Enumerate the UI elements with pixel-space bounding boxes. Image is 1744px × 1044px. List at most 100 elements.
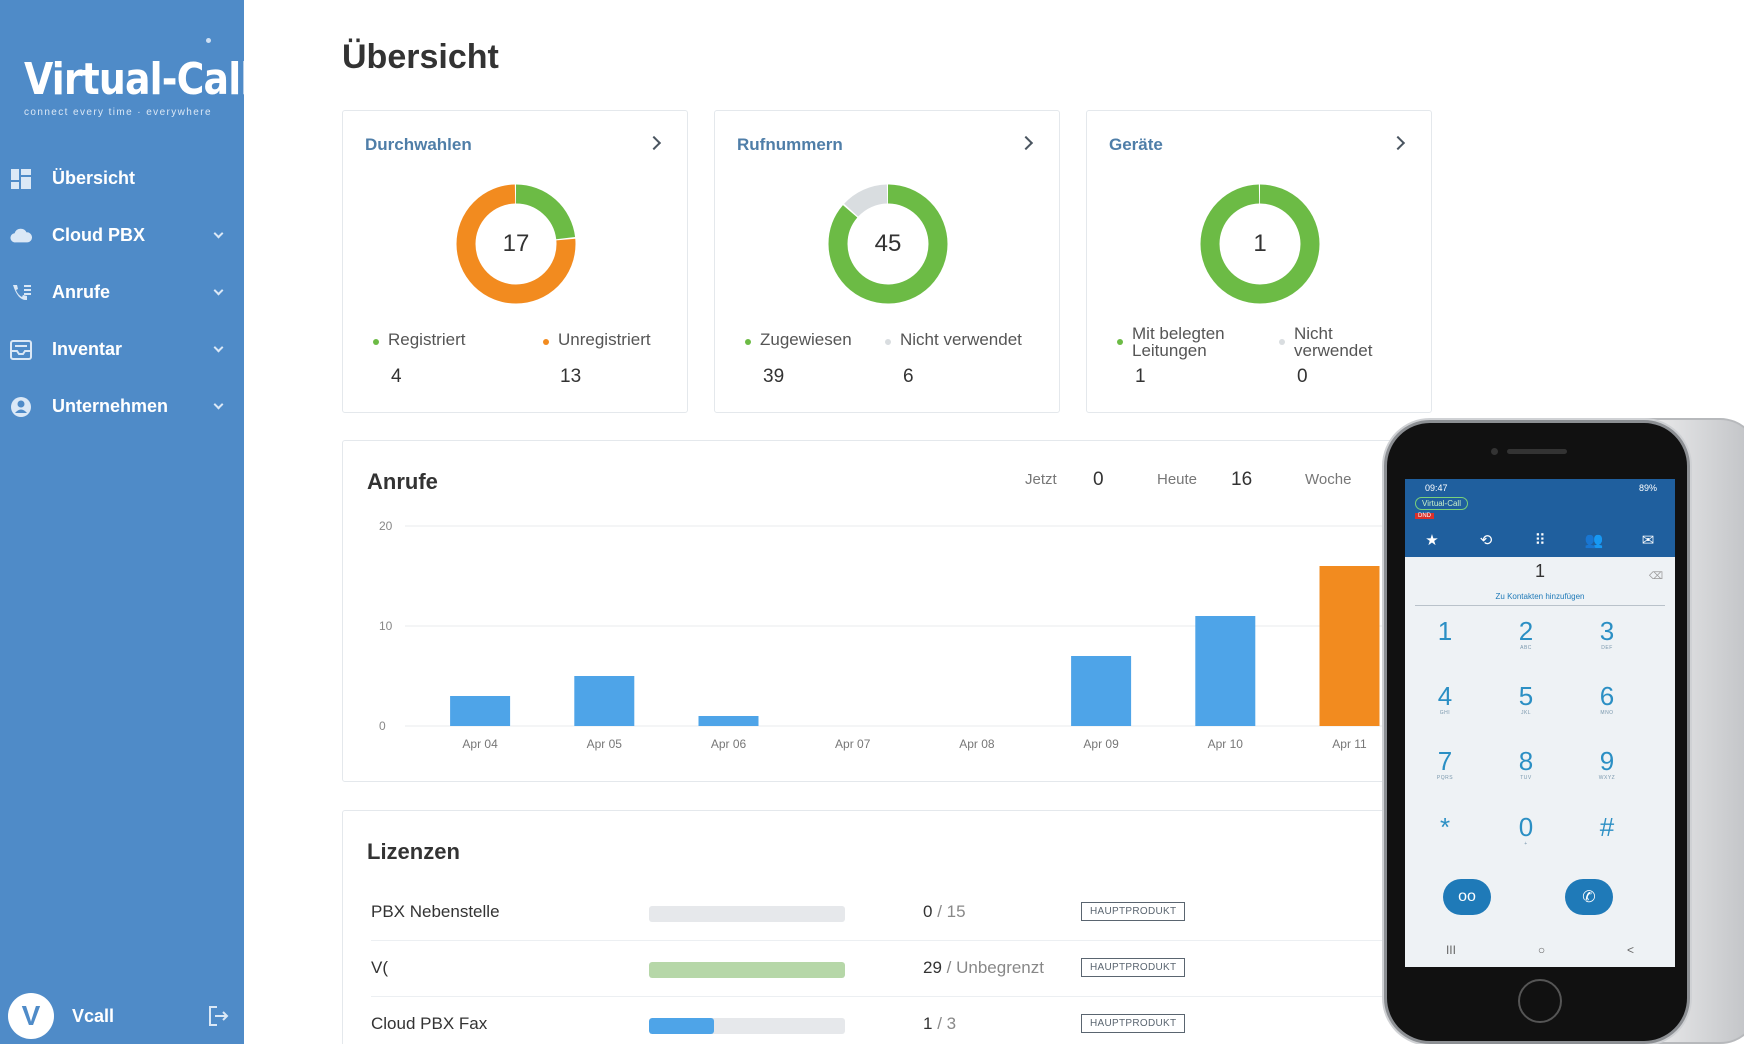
back-button[interactable]: < (1627, 943, 1635, 957)
dialpad-key-digit: 8 (1518, 746, 1534, 776)
license-badge: HAUPTPRODUKT (1081, 1014, 1186, 1033)
stat-card-durchwahlen[interactable]: Durchwahlen 17 Registriert 4 Unregistrie… (342, 110, 688, 413)
dialpad-key[interactable]: 6 MNO (1577, 682, 1637, 738)
sidebar-item-cloud-pbx[interactable]: Cloud PBX (0, 207, 244, 264)
donut-segment (1200, 184, 1320, 304)
legend-value: 39 (763, 366, 785, 387)
kpi-value-heute: 16 (1231, 469, 1253, 490)
legend-item: Unregistriert (543, 331, 651, 348)
card-title: Durchwahlen (365, 135, 472, 154)
licenses-title: Lizenzen (367, 839, 460, 864)
add-to-contacts-link[interactable]: Zu Kontakten hinzufügen (1495, 592, 1585, 601)
kpi-label-jetzt: Jetzt (1025, 471, 1057, 488)
tab-contacts-icon[interactable]: 👥 (1584, 532, 1604, 549)
legend-label: Mit belegten Leitungen (1132, 324, 1225, 360)
dialpad-key[interactable]: 7 PQRS (1415, 747, 1475, 803)
dialpad-key-letters: PQRS (1436, 775, 1454, 781)
tab-dialpad-icon[interactable]: ⠿ (1534, 532, 1546, 549)
sidebar-item-uebersicht[interactable]: Übersicht (0, 150, 244, 207)
brand-logo[interactable]: Virtual-Call connect every time · everyw… (24, 54, 253, 118)
chart-bar[interactable] (698, 716, 759, 726)
legend-dot (1117, 339, 1123, 345)
chevron-right-icon[interactable] (1018, 135, 1034, 151)
x-tick-label: Apr 06 (711, 737, 747, 751)
x-tick-label: Apr 07 (835, 737, 871, 751)
dialpad-key-letters: WXYZ (1598, 775, 1616, 781)
y-tick-label: 0 (379, 719, 386, 733)
dialpad-key[interactable]: 4 GHI (1415, 682, 1475, 738)
license-name: PBX Nebenstelle (371, 902, 500, 921)
y-tick-label: 10 (379, 619, 393, 633)
dialpad-key[interactable]: 2 ABC (1496, 617, 1556, 673)
calls-title: Anrufe (367, 469, 438, 494)
license-limit: 15 (946, 902, 966, 921)
call-button[interactable]: ✆ (1565, 879, 1613, 915)
company-icon (10, 396, 32, 418)
dialpad-key-digit: # (1599, 812, 1615, 842)
license-name: Cloud PBX Fax (371, 1014, 488, 1033)
stat-card-geraete[interactable]: Geräte 1 Mit belegten Leitungen 1 Nicht … (1086, 110, 1432, 413)
dialpad-key-digit: 9 (1599, 746, 1615, 776)
chart-bar[interactable] (1195, 616, 1256, 726)
status-battery: 89% (1638, 483, 1657, 493)
dialpad-key-digit: 4 (1437, 681, 1453, 711)
avatar[interactable]: V (8, 993, 54, 1039)
softphone-screen: 09:47 89% Virtual-Call DND ★ ⟲ ⠿ 👥 ✉ 1 ⌫… (1405, 479, 1675, 967)
stat-card-rufnummern[interactable]: Rufnummern 45 Zugewiesen 39 Nicht verwen… (714, 110, 1060, 413)
sidebar-item-label: Cloud PBX (52, 225, 145, 245)
android-navbar: III ○ < (1405, 943, 1675, 957)
kpi-value-jetzt: 0 (1093, 469, 1104, 490)
kpi-label-heute: Heute (1157, 471, 1198, 488)
license-progress-bar (649, 1018, 845, 1034)
license-row: Cloud PBX Fax 1 / 3 HAUPTPRODUKT (371, 997, 1744, 1044)
dialpad-key[interactable]: 5 JKL (1496, 682, 1556, 738)
chart-bar[interactable] (574, 676, 635, 726)
sidebar-item-unternehmen[interactable]: Unternehmen (0, 378, 244, 435)
voicemail-button[interactable]: oo (1443, 879, 1491, 915)
legend-dot (543, 339, 549, 345)
x-tick-label: Apr 08 (959, 737, 995, 751)
card-title: Rufnummern (737, 135, 843, 154)
dialpad-key[interactable]: 1 (1415, 617, 1475, 673)
dialpad-key[interactable]: 8 TUV (1496, 747, 1556, 803)
license-progress-fill (649, 1018, 715, 1034)
dialpad-key-letters: TUV (1520, 775, 1532, 781)
chart-bar[interactable] (1071, 656, 1132, 726)
softphone-tabs: ★ ⟲ ⠿ 👥 ✉ (1405, 527, 1675, 553)
donut-total: 17 (502, 230, 530, 257)
chart-bar[interactable] (1319, 566, 1380, 726)
recents-button[interactable]: III (1445, 943, 1456, 957)
tab-messages-icon[interactable]: ✉ (1641, 532, 1655, 549)
chart-bar[interactable] (450, 696, 511, 726)
chevron-down-icon (213, 399, 224, 410)
dialpad-key[interactable]: 3 DEF (1577, 617, 1637, 673)
softphone-brand-pill: Virtual-Call (1415, 497, 1468, 510)
user-name[interactable]: Vcall (72, 1005, 115, 1026)
legend-value: 0 (1297, 366, 1308, 387)
chevron-right-icon[interactable] (646, 135, 662, 151)
dialpad-key[interactable]: 9 WXYZ (1577, 747, 1637, 803)
logout-icon[interactable] (208, 1005, 230, 1027)
sidebar-item-inventar[interactable]: Inventar (0, 321, 244, 378)
sidebar-item-anrufe[interactable]: Anrufe (0, 264, 244, 321)
tab-favorites-icon[interactable]: ★ (1425, 532, 1439, 549)
status-time: 09:47 (1425, 483, 1448, 493)
sidebar-nav: Übersicht Cloud PBX Anrufe In (0, 150, 244, 435)
dialpad-key[interactable]: # (1577, 813, 1637, 869)
license-progress-fill (649, 962, 845, 978)
legend-dot (745, 339, 751, 345)
home-button[interactable]: ○ (1537, 943, 1546, 957)
chevron-right-icon[interactable] (1390, 135, 1406, 151)
dialpad-key[interactable]: 0 + (1496, 813, 1556, 869)
license-badge: HAUPTPRODUKT (1081, 958, 1186, 977)
camera-icon (1491, 448, 1498, 455)
dialpad-key[interactable]: * (1415, 813, 1475, 869)
tab-history-icon[interactable]: ⟲ (1479, 532, 1493, 549)
dial-display[interactable]: 1 (1534, 561, 1545, 581)
x-tick-label: Apr 05 (587, 737, 623, 751)
backspace-icon[interactable]: ⌫ (1648, 571, 1663, 582)
kpi-label-woche: Woche (1305, 471, 1352, 488)
page-title: Übersicht (342, 38, 499, 76)
inventory-icon (10, 339, 32, 361)
